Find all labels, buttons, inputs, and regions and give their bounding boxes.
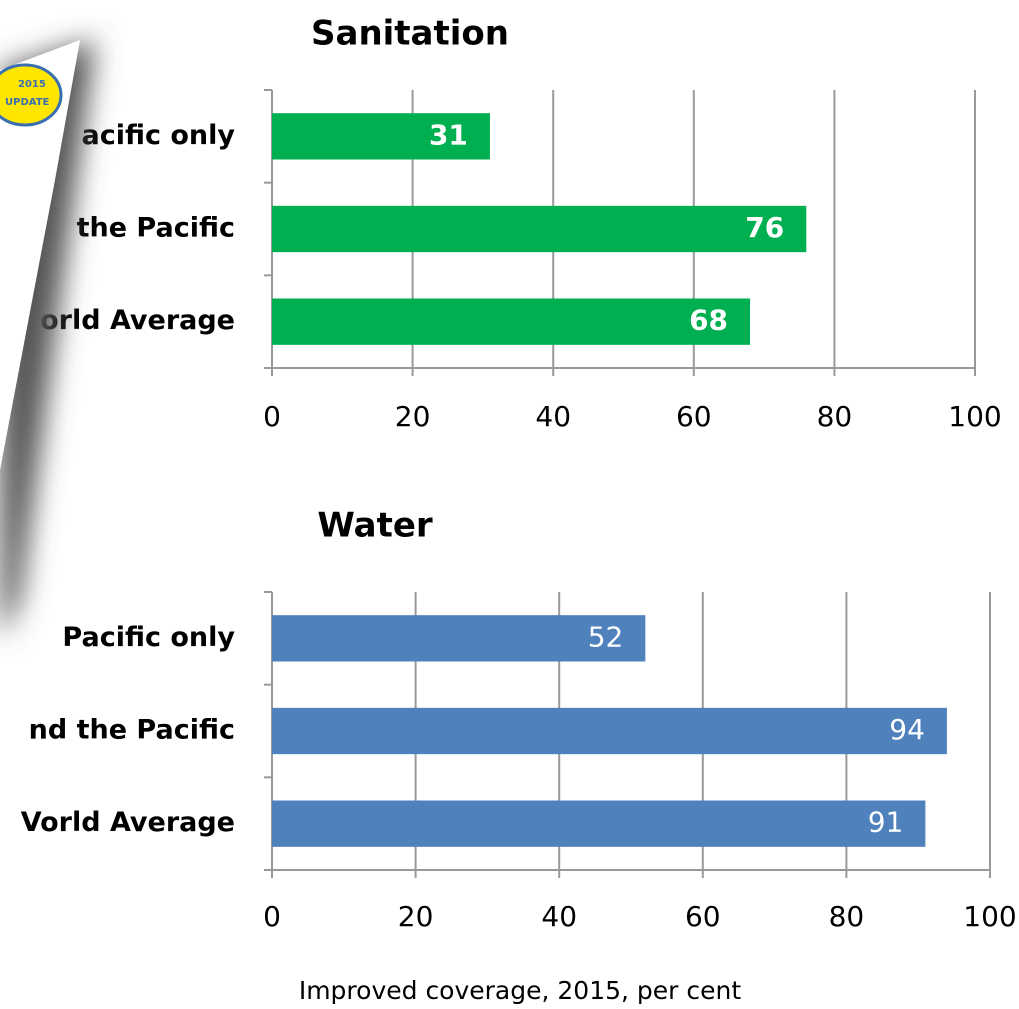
x-tick-label: 0 [263, 400, 281, 433]
bar [272, 615, 646, 662]
value-label: 94 [889, 713, 925, 746]
value-label: 52 [588, 620, 624, 653]
value-label: 31 [429, 118, 468, 151]
category-label: nd the Pacific [29, 715, 235, 746]
category-label: Pacific only [62, 622, 235, 653]
badge-year: 2015 [18, 79, 46, 90]
chart-title: Sanitation [311, 14, 509, 54]
x-tick-label: 100 [963, 900, 1016, 933]
value-label: 76 [745, 211, 784, 244]
x-tick-label: 40 [541, 900, 577, 933]
paper [0, 40, 80, 470]
x-tick-label: 100 [948, 400, 1001, 433]
report-paper: 2015 UPDATE [0, 40, 95, 640]
chart-title: Water [317, 506, 433, 546]
bar [272, 707, 947, 755]
charts: Sanitation 0 20 40 60 80 100 acific only 31 the P… [21, 14, 1017, 1006]
badge-text: UPDATE [5, 97, 50, 108]
x-tick-label: 60 [676, 400, 712, 433]
bar [272, 800, 926, 847]
category-label: acific only [81, 120, 235, 151]
value-label: 68 [689, 304, 728, 337]
badge [0, 63, 63, 127]
x-tick-label: 20 [395, 400, 431, 433]
x-tick-label: 80 [829, 900, 865, 933]
bar [272, 205, 807, 253]
category-label: the Pacific [77, 213, 235, 244]
category-label: orld Average [40, 305, 235, 336]
x-tick-label: 80 [817, 400, 853, 433]
value-label: 91 [868, 806, 904, 839]
x-axis-label: Improved coverage, 2015, per cent [299, 976, 742, 1005]
bar [272, 298, 751, 345]
x-tick-label: 0 [263, 900, 281, 933]
bar [272, 113, 490, 160]
x-tick-label: 60 [685, 900, 721, 933]
category-label: Vorld Average [21, 807, 235, 838]
x-tick-label: 20 [398, 900, 434, 933]
x-tick-label: 40 [535, 400, 571, 433]
